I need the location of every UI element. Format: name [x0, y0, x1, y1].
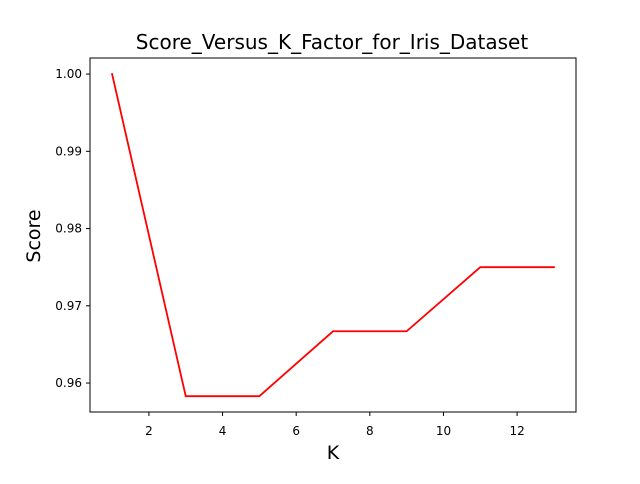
- y-tick-label: 0.97: [55, 299, 82, 313]
- x-tick-label: 10: [436, 424, 451, 438]
- y-tick-label: 1.00: [55, 67, 82, 81]
- score-series-line: [111, 72, 555, 398]
- y-tick-label: 0.96: [55, 376, 82, 390]
- x-axis-ticks: 2 4 6 8 10 12: [145, 412, 525, 438]
- x-tick-label: 4: [219, 424, 227, 438]
- y-axis-label: Score: [23, 209, 45, 262]
- x-tick-label: 12: [509, 424, 524, 438]
- x-axis-label: K: [327, 442, 340, 464]
- x-tick-label: 2: [145, 424, 153, 438]
- y-tick-label: 0.99: [55, 144, 82, 158]
- chart-title: Score_Versus_K_Factor_for_Iris_Dataset: [136, 30, 529, 54]
- y-axis-ticks: 0.96 0.97 0.98 0.99 1.00: [55, 67, 90, 390]
- y-tick-label: 0.98: [55, 222, 82, 236]
- series-layer: [111, 72, 555, 398]
- x-tick-label: 6: [292, 424, 300, 438]
- x-tick-label: 8: [366, 424, 374, 438]
- plot-frame: [89, 57, 577, 413]
